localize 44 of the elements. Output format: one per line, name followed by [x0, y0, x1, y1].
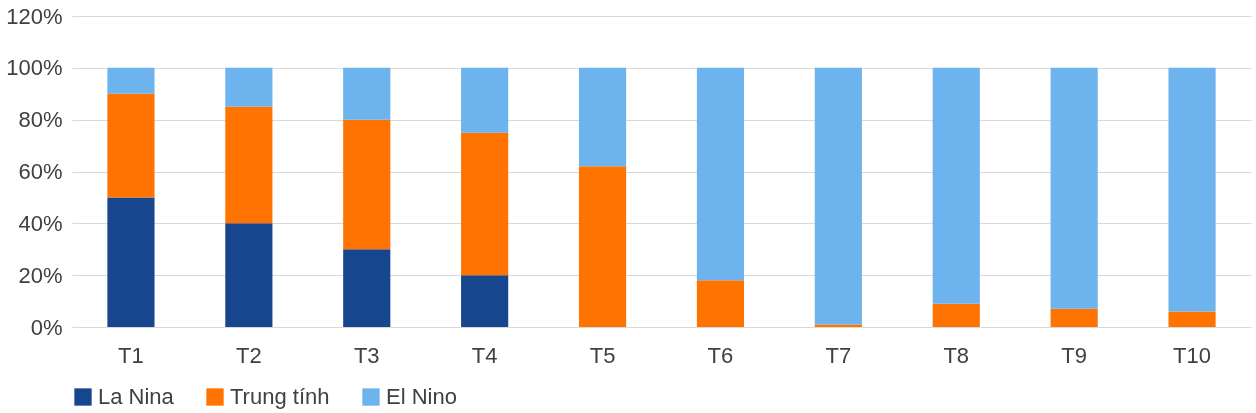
bar: [932, 303, 980, 327]
bar: [932, 67, 980, 304]
y-tick-label: 20%: [18, 262, 63, 288]
bar: [461, 132, 509, 276]
y-tick-label: 120%: [6, 3, 63, 29]
bar: [107, 67, 155, 94]
bar: [578, 166, 627, 327]
bar: [578, 67, 627, 167]
legend-label: Trung tính: [230, 384, 330, 409]
bar: [343, 119, 391, 250]
legend-label: La Nina: [98, 384, 175, 409]
bar: [1050, 67, 1098, 309]
bar: [461, 67, 509, 133]
bar: [1050, 308, 1098, 327]
x-tick-label: T6: [707, 342, 734, 368]
x-tick-label: T1: [118, 342, 144, 368]
bar: [343, 67, 391, 120]
y-tick-label: 80%: [18, 107, 63, 133]
x-tick-label: T4: [471, 342, 498, 368]
bar: [1168, 67, 1216, 312]
bar: [461, 275, 509, 327]
bar: [107, 197, 155, 327]
x-tick-label: T10: [1173, 342, 1212, 368]
bar: [814, 67, 862, 325]
bar: [107, 93, 155, 198]
x-tick-label: T2: [236, 342, 262, 368]
bar: [1168, 311, 1216, 327]
y-tick-label: 60%: [18, 159, 63, 184]
y-tick-label: 40%: [18, 210, 63, 236]
legend-label: El Nino: [386, 384, 457, 409]
y-tick-label: 0%: [30, 314, 63, 340]
x-tick-label: T7: [825, 342, 852, 368]
x-tick-label: T3: [353, 342, 380, 368]
x-tick-label: T5: [589, 342, 616, 368]
bar: [814, 324, 862, 327]
bar: [225, 223, 273, 327]
x-tick-label: T8: [943, 342, 970, 368]
bar: [225, 106, 273, 224]
bar: [343, 249, 391, 327]
bar: [696, 280, 745, 327]
bar: [696, 67, 745, 281]
x-tick-label: T9: [1061, 342, 1087, 368]
y-tick-label: 100%: [6, 55, 63, 81]
bar: [225, 67, 273, 107]
